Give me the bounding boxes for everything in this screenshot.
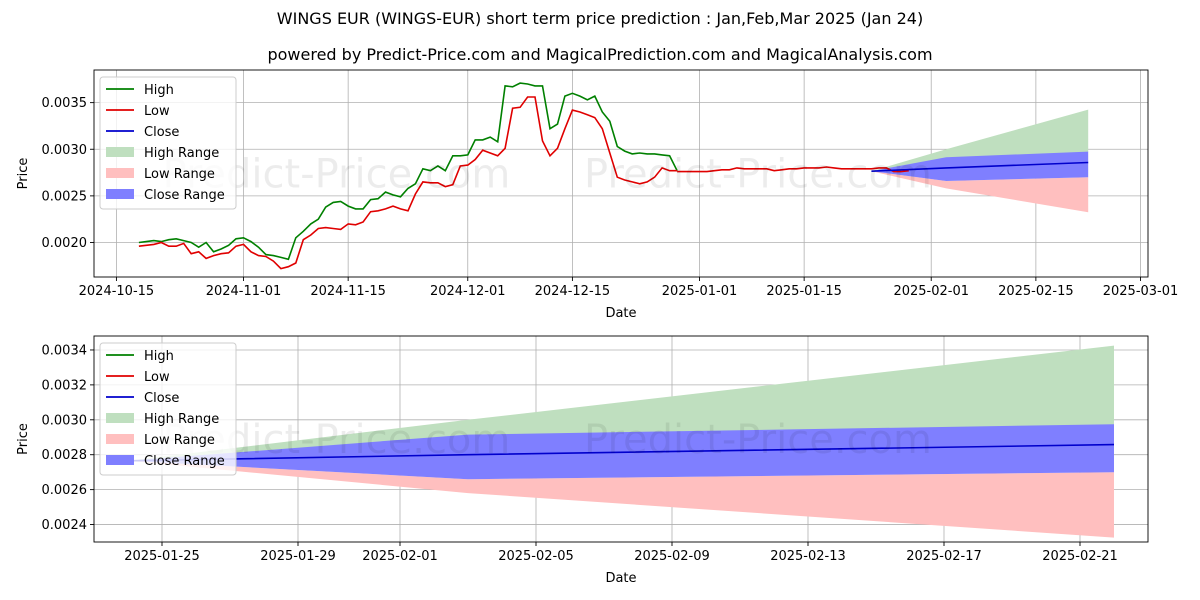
x-tick-label: 2025-02-01 bbox=[362, 549, 438, 564]
y-tick-label: 0.0032 bbox=[42, 378, 88, 393]
legend-low-range-patch bbox=[106, 434, 134, 444]
legend-close-range-patch bbox=[106, 189, 134, 199]
y-tick-label: 0.0024 bbox=[42, 518, 88, 533]
legend-close-range-label: Close Range bbox=[144, 454, 225, 469]
legend-high-range-label: High Range bbox=[144, 412, 219, 427]
plot-area bbox=[127, 345, 1115, 538]
y-tick-label: 0.0028 bbox=[42, 448, 88, 463]
x-axis-label: Date bbox=[605, 571, 636, 586]
legend-high-range-label: High Range bbox=[144, 146, 219, 161]
y-axis-label: Price bbox=[16, 423, 31, 455]
legend-low-range-label: Low Range bbox=[144, 167, 215, 182]
x-tick-label: 2024-11-01 bbox=[206, 284, 282, 299]
plot-area bbox=[138, 82, 1089, 270]
recent-low-line bbox=[677, 166, 909, 173]
legend-low-label: Low bbox=[144, 370, 170, 385]
watermark: Predict-Price.com bbox=[584, 417, 932, 463]
close-forecast-line bbox=[127, 443, 1115, 462]
plot-frame bbox=[93, 335, 1149, 543]
x-tick-label: 2025-02-21 bbox=[1042, 549, 1118, 564]
low-range-band bbox=[871, 171, 1089, 213]
close-forecast-line bbox=[871, 161, 1089, 172]
x-axis-label: Date bbox=[605, 306, 636, 321]
y-tick-label: 0.0025 bbox=[42, 189, 88, 204]
x-tick-label: 2025-01-25 bbox=[124, 549, 200, 564]
low-series-line bbox=[138, 96, 678, 270]
x-tick-label: 2025-02-09 bbox=[634, 549, 710, 564]
legend-low-range-patch bbox=[106, 168, 134, 178]
high-series-line bbox=[138, 82, 678, 261]
y-tick-label: 0.0035 bbox=[42, 96, 88, 111]
y-tick-label: 0.0020 bbox=[42, 236, 88, 251]
chart-title: WINGS EUR (WINGS-EUR) short term price p… bbox=[276, 9, 924, 28]
low-range-band bbox=[128, 460, 1114, 538]
x-tick-label: 2024-10-15 bbox=[79, 284, 155, 299]
legend-high-range-patch bbox=[106, 147, 134, 157]
y-tick-label: 0.0030 bbox=[42, 143, 88, 158]
high-range-band bbox=[128, 345, 1114, 461]
y-axis-label: Price bbox=[16, 158, 31, 190]
legend-high-range-patch bbox=[106, 413, 134, 423]
x-tick-label: 2025-02-15 bbox=[998, 284, 1074, 299]
legend-close-label: Close bbox=[144, 125, 179, 140]
x-tick-label: 2024-12-15 bbox=[535, 284, 611, 299]
x-tick-label: 2025-01-01 bbox=[662, 284, 738, 299]
y-tick-label: 0.0026 bbox=[42, 483, 88, 498]
y-tick-label: 0.0034 bbox=[42, 343, 88, 358]
x-tick-label: 2025-01-29 bbox=[260, 549, 336, 564]
legend-low-range-label: Low Range bbox=[144, 433, 215, 448]
high-range-band bbox=[871, 109, 1089, 172]
legend-high-label: High bbox=[144, 349, 174, 364]
x-tick-label: 2025-02-17 bbox=[906, 549, 982, 564]
y-tick-label: 0.0030 bbox=[42, 413, 88, 428]
x-tick-label: 2025-02-01 bbox=[893, 284, 969, 299]
legend-close-range-patch bbox=[106, 455, 134, 465]
watermark: Predict-Price.com bbox=[584, 152, 932, 198]
legend-low-label: Low bbox=[144, 104, 170, 119]
x-tick-label: 2025-03-01 bbox=[1103, 284, 1179, 299]
plot-frame bbox=[93, 69, 1149, 278]
chart-subtitle: powered by Predict-Price.com and Magical… bbox=[267, 45, 933, 64]
legend-high-label: High bbox=[144, 83, 174, 98]
x-tick-label: 2024-12-01 bbox=[430, 284, 506, 299]
legend-close-range-label: Close Range bbox=[144, 188, 225, 203]
x-tick-label: 2025-01-15 bbox=[766, 284, 842, 299]
x-tick-label: 2025-02-13 bbox=[770, 549, 846, 564]
x-tick-label: 2025-02-05 bbox=[498, 549, 574, 564]
legend-close-label: Close bbox=[144, 391, 179, 406]
x-tick-label: 2024-11-15 bbox=[310, 284, 386, 299]
